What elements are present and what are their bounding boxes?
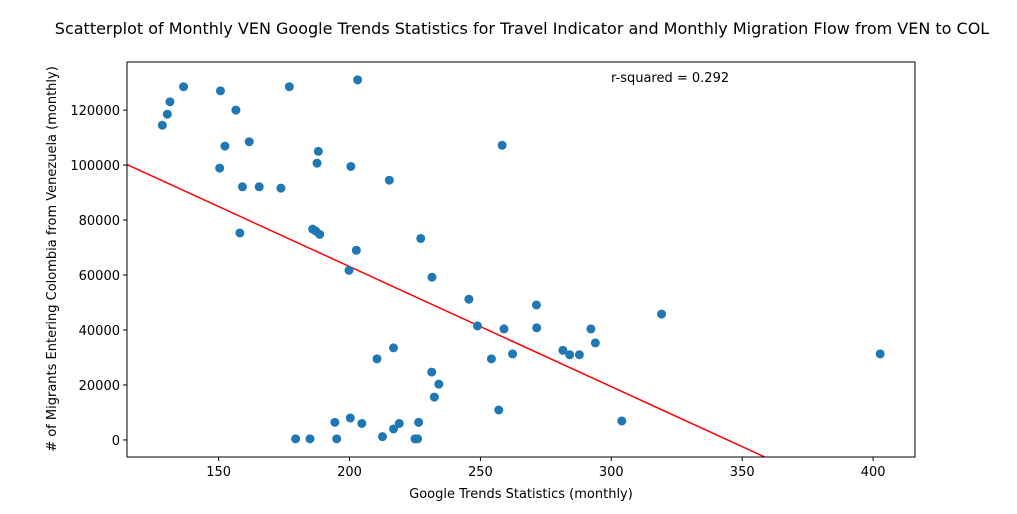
data-point <box>244 137 254 147</box>
data-point <box>565 350 575 360</box>
x-tick-label: 300 <box>599 465 624 480</box>
data-point <box>237 182 247 192</box>
data-point <box>558 345 568 355</box>
regression-line <box>126 163 766 458</box>
data-point <box>389 343 399 353</box>
data-point <box>215 86 225 96</box>
data-point <box>586 324 596 334</box>
y-tick-label: 0 <box>112 434 120 449</box>
y-tick-label: 100000 <box>70 159 120 174</box>
data-point <box>531 300 541 310</box>
data-point <box>330 417 340 427</box>
data-point <box>532 323 542 333</box>
plot-area <box>126 75 885 458</box>
x-tick-label: 400 <box>861 465 886 480</box>
data-point <box>590 338 600 348</box>
data-point <box>499 324 509 334</box>
x-tick-label: 350 <box>730 465 755 480</box>
data-point <box>413 434 423 444</box>
data-point <box>220 141 230 151</box>
data-point <box>315 229 325 239</box>
data-point <box>427 367 437 377</box>
data-point <box>357 418 367 428</box>
data-point <box>434 379 444 389</box>
x-tick-label: 250 <box>468 465 493 480</box>
data-point <box>353 75 363 85</box>
data-point <box>494 405 504 415</box>
data-point <box>427 272 437 282</box>
data-point <box>179 82 189 92</box>
data-point <box>389 424 399 434</box>
x-axis-label: Google Trends Statistics (monthly) <box>409 487 633 502</box>
data-point <box>165 97 175 107</box>
plot-frame <box>126 61 916 458</box>
data-point <box>284 82 294 92</box>
y-tick-label: 60000 <box>79 269 120 284</box>
data-point <box>346 161 356 171</box>
y-tick-label: 80000 <box>79 214 120 229</box>
y-tick-label: 20000 <box>79 379 120 394</box>
data-point <box>473 321 483 331</box>
points-layer <box>157 75 885 444</box>
data-point <box>291 434 301 444</box>
data-point <box>617 416 627 426</box>
data-point <box>157 120 167 130</box>
data-point <box>429 392 439 402</box>
data-point <box>162 109 172 119</box>
data-point <box>384 175 394 185</box>
data-point <box>345 413 355 423</box>
data-point <box>332 434 342 444</box>
data-point <box>305 434 315 444</box>
data-point <box>372 354 382 364</box>
data-point <box>497 140 507 150</box>
data-point <box>464 294 474 304</box>
data-point <box>312 158 322 168</box>
data-point <box>378 432 388 442</box>
x-axis: 150 200 250 300 350 400 <box>206 457 886 480</box>
y-tick-label: 40000 <box>79 324 120 339</box>
x-tick-label: 150 <box>206 465 231 480</box>
chart-title: Scatterplot of Monthly VEN Google Trends… <box>55 19 990 38</box>
data-point <box>276 183 286 193</box>
data-point <box>394 418 404 428</box>
data-point <box>414 417 424 427</box>
data-point <box>215 163 225 173</box>
data-point <box>875 349 885 359</box>
data-point <box>574 350 584 360</box>
y-axis: 0 20000 40000 60000 80000 100000 120000 <box>70 104 127 449</box>
r-squared-annotation: r-squared = 0.292 <box>611 71 729 86</box>
data-point <box>351 245 361 255</box>
data-point <box>344 265 354 275</box>
data-point <box>486 354 496 364</box>
data-point <box>235 228 245 238</box>
regression-layer <box>126 163 766 458</box>
data-point <box>313 146 323 156</box>
data-point <box>508 349 518 359</box>
y-tick-label: 120000 <box>70 104 120 119</box>
data-point <box>231 105 241 115</box>
data-point <box>254 182 264 192</box>
y-axis-label: # of Migrants Entering Colombia from Ven… <box>45 66 60 452</box>
data-point <box>416 233 426 243</box>
data-point <box>657 309 667 319</box>
x-tick-label: 200 <box>337 465 362 480</box>
